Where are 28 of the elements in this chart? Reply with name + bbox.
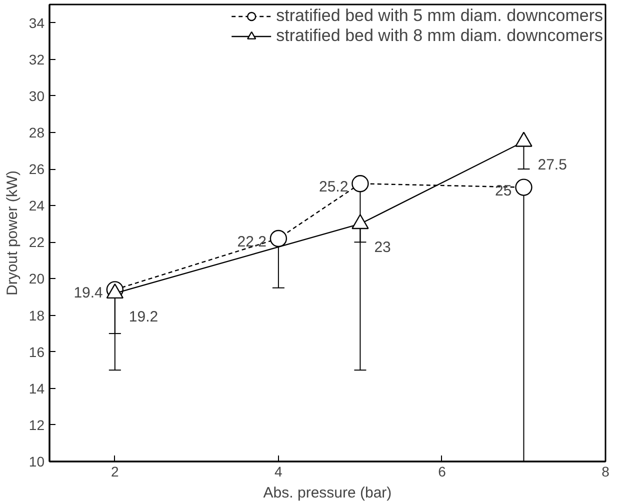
data-label: 19.2 <box>128 308 158 326</box>
y-tick-label: 12 <box>28 416 45 433</box>
y-tick-label: 14 <box>28 380 45 396</box>
y-tick-label: 20 <box>28 270 45 287</box>
data-label: 22.2 <box>237 233 266 250</box>
x-tick-label: 2 <box>111 464 120 480</box>
data-label: 19.4 <box>74 284 103 302</box>
x-axis-title: Abs. pressure (bar) <box>263 484 392 502</box>
y-tick-label: 34 <box>28 14 45 31</box>
x-tick-label: 8 <box>602 464 610 480</box>
data-label: 25 <box>495 182 512 200</box>
y-tick-label: 22 <box>28 234 45 250</box>
y-tick-label: 30 <box>28 88 45 104</box>
legend-label: stratified bed with 5 mm diam. downcomers <box>276 6 603 26</box>
y-tick-label: 26 <box>28 161 45 178</box>
y-tick-label: 28 <box>28 124 45 140</box>
data-label: 23 <box>374 238 391 256</box>
legend-label: stratified bed with 8 mm diam. downcomers <box>276 26 603 46</box>
data-label: 27.5 <box>538 156 567 174</box>
y-tick-label: 32 <box>28 51 45 68</box>
x-tick-label: 6 <box>438 464 446 480</box>
x-tick-label: 4 <box>274 464 283 480</box>
y-tick-label: 16 <box>28 344 45 360</box>
y-axis-title: Dryout power (kW) <box>4 170 21 296</box>
data-label: 25.2 <box>319 178 348 196</box>
y-tick-label: 18 <box>28 307 45 324</box>
y-tick-label: 24 <box>28 198 45 214</box>
y-tick-label: 10 <box>28 454 45 470</box>
